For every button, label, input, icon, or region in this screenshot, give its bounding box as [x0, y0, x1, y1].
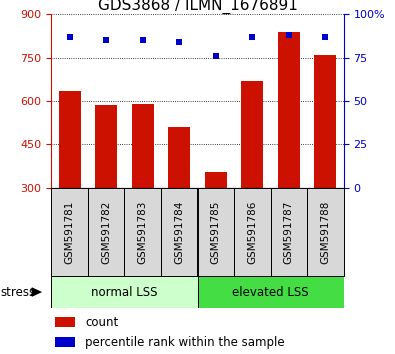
Bar: [132, 104, 154, 188]
Point: [213, 53, 219, 59]
Bar: [124, 188, 161, 276]
Text: stress: stress: [0, 286, 35, 298]
Bar: [198, 276, 344, 308]
Text: normal LSS: normal LSS: [91, 286, 158, 298]
Point: [66, 34, 73, 40]
Text: GSM591783: GSM591783: [138, 200, 148, 264]
Text: count: count: [85, 316, 118, 329]
Text: GSM591785: GSM591785: [211, 200, 221, 264]
Bar: [51, 188, 88, 276]
Bar: [314, 55, 336, 188]
Text: GSM591787: GSM591787: [284, 200, 294, 264]
Bar: [161, 188, 198, 276]
Point: [139, 37, 146, 43]
Bar: [168, 127, 190, 188]
Bar: [55, 337, 75, 347]
Bar: [271, 188, 307, 276]
Bar: [205, 172, 227, 188]
Bar: [59, 91, 81, 188]
Text: percentile rank within the sample: percentile rank within the sample: [85, 336, 284, 349]
Point: [286, 32, 292, 38]
Bar: [95, 105, 117, 188]
Bar: [198, 188, 234, 276]
Text: GSM591781: GSM591781: [65, 200, 75, 264]
Text: GSM591782: GSM591782: [101, 200, 111, 264]
Polygon shape: [32, 287, 42, 297]
Bar: [51, 276, 198, 308]
Point: [176, 39, 182, 45]
Point: [103, 37, 109, 43]
Text: GSM591784: GSM591784: [174, 200, 184, 264]
Bar: [307, 188, 344, 276]
Title: GDS3868 / ILMN_1676891: GDS3868 / ILMN_1676891: [98, 0, 297, 14]
Point: [322, 34, 329, 40]
Point: [249, 34, 256, 40]
Bar: [55, 317, 75, 327]
Text: elevated LSS: elevated LSS: [232, 286, 309, 298]
Bar: [88, 188, 124, 276]
Text: GSM591788: GSM591788: [320, 200, 330, 264]
Bar: [241, 81, 263, 188]
Bar: [278, 32, 300, 188]
Bar: [234, 188, 271, 276]
Text: GSM591786: GSM591786: [247, 200, 257, 264]
